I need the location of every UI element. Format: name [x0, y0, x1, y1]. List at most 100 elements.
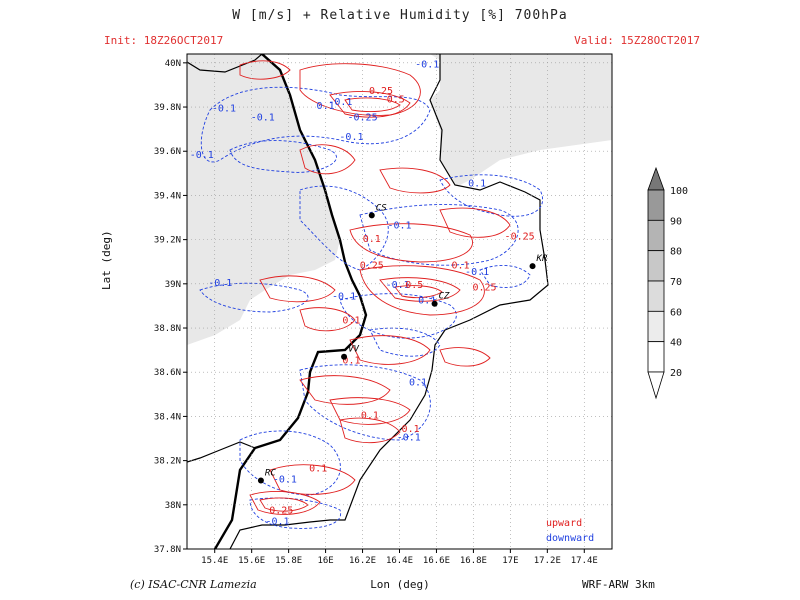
lat-tick-label: 39.8N [154, 103, 181, 113]
lat-tick-label: 39.6N [154, 147, 181, 157]
lat-tick-label: 39.4N [154, 191, 181, 201]
lon-tick-label: 16.2E [349, 556, 376, 566]
city-label: CZ [439, 292, 450, 302]
y-axis-label: Lat (deg) [100, 230, 113, 290]
lat-tick-label: 38N [165, 501, 181, 511]
footer-model: WRF-ARW 3km [582, 578, 655, 591]
contour-label: -0.25 [505, 232, 535, 243]
gridlines [187, 54, 612, 549]
lon-tick-label: 17.2E [534, 556, 561, 566]
contour-label: 0.1 [468, 179, 486, 190]
lat-tick-label: 38.8N [154, 324, 181, 334]
contour-label: -0.1 [265, 517, 289, 528]
contour-label: 0.25 [472, 282, 496, 293]
contour-label: -0.1 [465, 267, 489, 278]
lat-tick-label: 37.8N [154, 545, 181, 555]
colorbar-segment [647, 341, 665, 373]
city-marker [341, 353, 348, 360]
colorbar-segment [647, 250, 665, 282]
contour-label: 0.1 [409, 377, 427, 388]
upward-contours [239, 60, 511, 515]
contour-label: -0.1 [208, 278, 232, 289]
city-marker [257, 477, 264, 484]
contour-label: 0.5 [405, 280, 423, 291]
colorbar-label: 40 [670, 338, 682, 349]
lat-tick-label: 39.2N [154, 236, 181, 246]
lat-tick-label: 38.6N [154, 368, 181, 378]
city-label: CS [376, 203, 387, 213]
lat-tick-label: 39N [165, 280, 181, 290]
page-title: W [m/s] + Relative Humidity [%] 700hPa [232, 8, 568, 23]
contour-label: 0.1 [317, 101, 335, 112]
colorbar-label: 70 [670, 277, 682, 288]
lon-tick-label: 15.8E [275, 556, 302, 566]
contour-label: -0.1 [328, 97, 352, 108]
contour-label: -0.1 [273, 475, 297, 486]
lon-tick-label: 15.4E [201, 556, 228, 566]
city-label: KR [536, 254, 548, 264]
colorbar-segment [647, 189, 665, 221]
lon-tick-label: 16.4E [386, 556, 413, 566]
contour-label: 0.25 [369, 86, 393, 97]
contour-label: -0.1 [386, 280, 410, 291]
contour-label: 0.25 [269, 506, 293, 517]
city-marker [431, 300, 438, 307]
colorbar-label: 20 [670, 368, 682, 379]
lon-tick-label: 16.8E [460, 556, 487, 566]
downward-contours [199, 86, 543, 529]
legend-downward: downward [546, 533, 594, 544]
city-label: VV [348, 345, 359, 355]
contour-label: -0.1 [415, 59, 439, 70]
colorbar-top-arrow [647, 166, 665, 191]
contour-labels: -0.10.250.5-0.1 0.1-0.1-0.25-0.1-0.1-0.10… [190, 59, 535, 527]
contour-label: -0.1 [190, 150, 214, 161]
init-time: Init: 18Z26OCT2017 [104, 34, 224, 47]
contour-label: -0.1 [397, 433, 421, 444]
lon-tick-label: 16.6E [423, 556, 450, 566]
contour-label: 0.1 [342, 355, 360, 366]
x-axis-label: Lon (deg) [370, 578, 430, 591]
city-marker [368, 212, 375, 219]
coastline [187, 54, 549, 549]
contour-label: 0.1 [363, 234, 381, 245]
contour-label: -0.25 [347, 112, 377, 123]
contour-label: 0.1 [361, 411, 379, 422]
lon-tick-label: 17E [502, 556, 518, 566]
colorbar-segment [647, 219, 665, 252]
city-label: RC [265, 468, 276, 478]
footer-credit: (c) ISAC-CNR Lamezia [130, 578, 257, 591]
contour-label: 0.1 [309, 464, 327, 475]
lat-tick-label: 40N [165, 59, 181, 69]
contour-label: 0.1 [418, 296, 436, 307]
contour-label: -0.1 [387, 221, 411, 232]
lon-tick-label: 16E [317, 556, 333, 566]
legend-upward: upward [546, 518, 582, 529]
lat-tick-label: 38.4N [154, 412, 181, 422]
lon-tick-label: 15.6E [238, 556, 265, 566]
contour-label: 0.1 [342, 316, 360, 327]
contour-label: 0.25 [360, 260, 384, 271]
lat-ticks: 40N 39.8N 39.6N 39.4N 39.2N 39N 38.8N 38.6N 38.4… [154, 59, 187, 555]
colorbar-label: 100 [670, 186, 688, 197]
contour-label: 0.1 [451, 260, 469, 271]
lon-tick-label: 17.4E [571, 556, 598, 566]
colorbar-label: 90 [670, 216, 682, 227]
lon-ticks: 15.4E 15.6E 15.8E 16E 16.2E 16.4E 16.6E 16.8E 17… [201, 549, 598, 566]
contour-label: -0.1 [339, 132, 363, 143]
colorbar-segment [647, 310, 665, 343]
colorbar-label: 80 [670, 247, 682, 258]
regional-boundary [213, 54, 368, 549]
city-marker [529, 263, 536, 270]
colorbar-segment [647, 280, 665, 312]
land-mass [215, 54, 545, 549]
colorbar: 100 90 80 70 60 40 20 [647, 166, 688, 400]
contour-label: 0.1 [402, 424, 420, 435]
valid-time: Valid: 15Z28OCT2017 [574, 34, 700, 47]
contour-label: 0.5 [387, 95, 405, 106]
contour-label: -0.1 [251, 112, 275, 123]
contour-label: -0.1 [332, 291, 356, 302]
lat-tick-label: 38.2N [154, 457, 181, 467]
colorbar-label: 60 [670, 307, 682, 318]
colorbar-bottom-arrow [647, 371, 665, 400]
